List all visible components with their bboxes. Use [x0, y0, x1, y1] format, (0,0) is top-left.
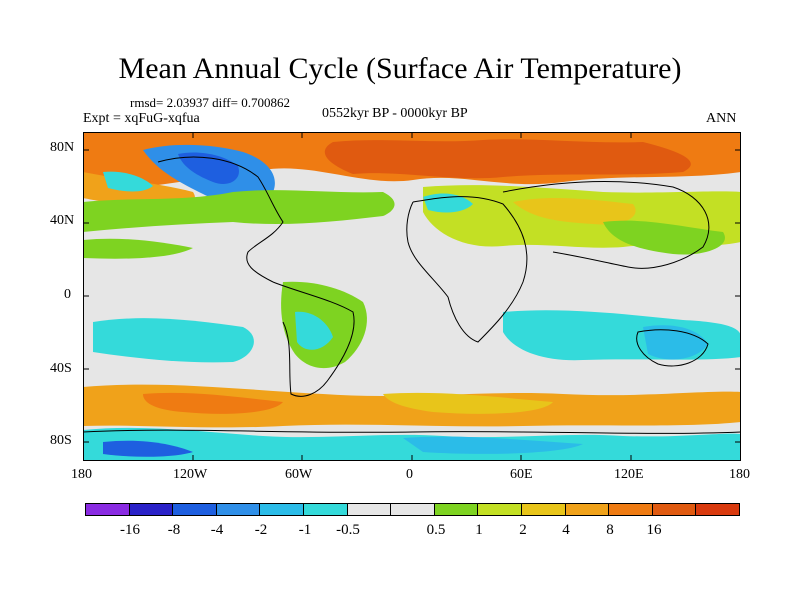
strong-warm-region	[143, 392, 283, 414]
axis-ticks	[83, 132, 741, 461]
coastlines	[83, 156, 741, 434]
warm-region	[383, 392, 553, 414]
strong-cold-region	[103, 440, 193, 457]
warming-band	[603, 220, 725, 255]
colorbar-label: -4	[210, 522, 224, 538]
colorbar-label: -2	[254, 522, 268, 538]
colorbar-swatch	[129, 504, 174, 515]
colorbar-swatch	[86, 504, 130, 515]
cool-region	[103, 171, 153, 192]
stats-line: rmsd= 2.03937 diff= 0.700862	[130, 95, 290, 110]
cool-region	[643, 325, 708, 360]
north-america-coast	[157, 156, 284, 283]
colorbar-label: 4	[562, 522, 570, 538]
lon-tick-label: 180	[729, 467, 750, 482]
colorbar-label: 0.5	[426, 522, 446, 538]
lon-tick-label: 60W	[285, 467, 313, 482]
colorbar-label: -8	[167, 522, 181, 538]
period-label: 0552kyr BP - 0000kyr BP	[322, 106, 468, 121]
asia-coast	[502, 181, 710, 269]
colorbar-label: 8	[606, 522, 614, 538]
colorbar-swatch	[216, 504, 261, 515]
cool-region	[83, 427, 741, 461]
experiment-label: Expt = xqFuG-xqfua	[83, 111, 200, 126]
lon-tick-label: 120E	[614, 467, 644, 482]
lon-tick-label: 180	[71, 467, 92, 482]
colorbar-swatch	[347, 504, 392, 515]
cold-region	[403, 436, 583, 454]
colorbar-swatch	[565, 504, 610, 515]
colorbar-label: 2	[519, 522, 527, 538]
antarctica-coast	[83, 429, 741, 434]
lat-tick-label: 40S	[50, 361, 72, 376]
warming-band	[83, 190, 395, 232]
colorbar-swatch	[434, 504, 479, 515]
cool-region	[295, 311, 333, 350]
colorbar-swatch	[609, 504, 653, 515]
warm-region	[513, 198, 636, 225]
colorbar-label: -0.5	[336, 522, 360, 538]
colorbar-swatch	[391, 504, 435, 515]
colorbar-label: -1	[298, 522, 312, 538]
strong-warm-region	[324, 139, 691, 179]
lon-tick-label: 0	[406, 467, 413, 482]
colorbar-swatch	[303, 504, 348, 515]
colorbar-swatch	[173, 504, 217, 515]
south-america-coast	[272, 281, 355, 397]
australia-coast	[636, 329, 709, 367]
lat-tick-label: 0	[64, 287, 71, 302]
warming-band	[83, 238, 193, 259]
colorbar-label: -16	[120, 522, 140, 538]
africa-europe-coast	[406, 196, 528, 343]
season-label: ANN	[706, 111, 737, 126]
lat-tick-label: 80S	[50, 433, 72, 448]
lat-tick-label: 40N	[50, 213, 75, 228]
colorbar-swatch	[652, 504, 697, 515]
colorbar-label: 1	[475, 522, 483, 538]
lon-tick-label: 120W	[173, 467, 208, 482]
colorbar	[85, 503, 740, 516]
colorbar-label: 16	[646, 522, 662, 538]
colorbar-swatch	[478, 504, 522, 515]
lat-tick-label: 80N	[50, 140, 75, 155]
lon-tick-label: 60E	[510, 467, 533, 482]
colorbar-swatch	[521, 504, 566, 515]
temperature-anomaly-map	[83, 132, 741, 461]
cool-region	[93, 318, 254, 363]
colorbar-swatch	[696, 504, 739, 515]
colorbar-swatch	[260, 504, 304, 515]
plot-title: Mean Annual Cycle (Surface Air Temperatu…	[118, 52, 682, 85]
